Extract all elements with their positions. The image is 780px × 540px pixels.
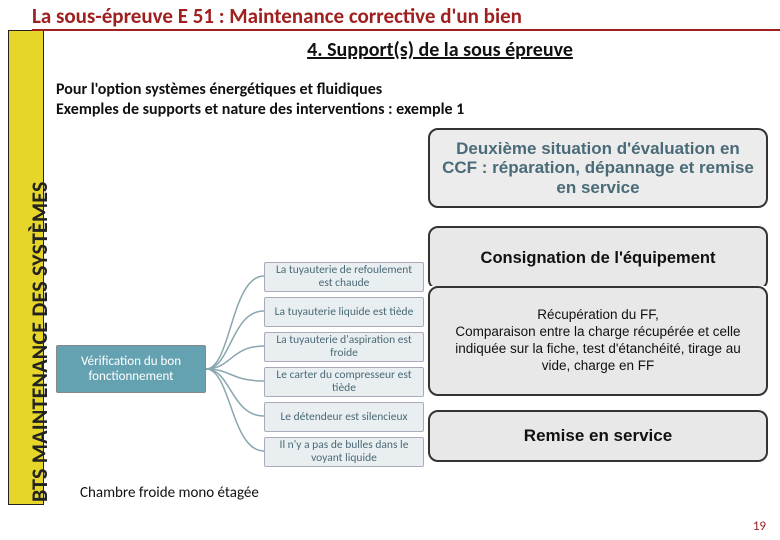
flow-boxes: Deuxième situation d'évaluation en CCF :…	[428, 128, 768, 468]
step-remise: Remise en service	[428, 410, 768, 462]
intro-text: Pour l'option systèmes énergétiques et f…	[56, 80, 756, 120]
section-title: 4. Support(s) de la sous épreuve	[200, 38, 680, 62]
tree-leaf: Il n'y a pas de bulles dans le voyant li…	[264, 437, 424, 467]
step-recuperation: Récupération du FF, Comparaison entre la…	[428, 286, 768, 396]
tree-leaf: La tuyauterie liquide est tiède	[264, 297, 424, 327]
tree-root: Vérification du bon fonctionnement	[56, 345, 206, 393]
tree-diagram: Vérification du bon fonctionnement La tu…	[56, 260, 426, 476]
sidebar-label: BTS MAINTENANCE DES SYSTÈMES	[26, 181, 53, 502]
intro-line-1: Pour l'option systèmes énergétiques et f…	[56, 80, 382, 99]
tree-leaf: La tuyauterie de refoulement est chaude	[264, 262, 424, 292]
page-title: La sous-épreuve E 51 : Maintenance corre…	[32, 3, 780, 31]
diagram-caption: Chambre froide mono étagée	[80, 484, 259, 502]
slide: BTS MAINTENANCE DES SYSTÈMES La sous-épr…	[0, 0, 780, 540]
clip-wrapper: Consignation de l'équipement	[428, 226, 768, 286]
step-consignation: Consignation de l'équipement	[428, 226, 768, 286]
intro-line-2: Exemples de supports et nature des inter…	[56, 100, 464, 119]
eval-box: Deuxième situation d'évaluation en CCF :…	[428, 128, 768, 208]
tree-leaf: Le détendeur est silencieux	[264, 402, 424, 432]
tree-leaf: Le carter du compresseur est tiède	[264, 367, 424, 397]
step2-first-line: Récupération du FF,	[537, 307, 659, 322]
tree-connectors	[206, 260, 264, 476]
tree-leaf: La tuyauterie d'aspiration est froide	[264, 332, 424, 362]
step2-rest: Comparaison entre la charge récupérée et…	[455, 324, 741, 373]
page-number: 19	[753, 519, 766, 534]
